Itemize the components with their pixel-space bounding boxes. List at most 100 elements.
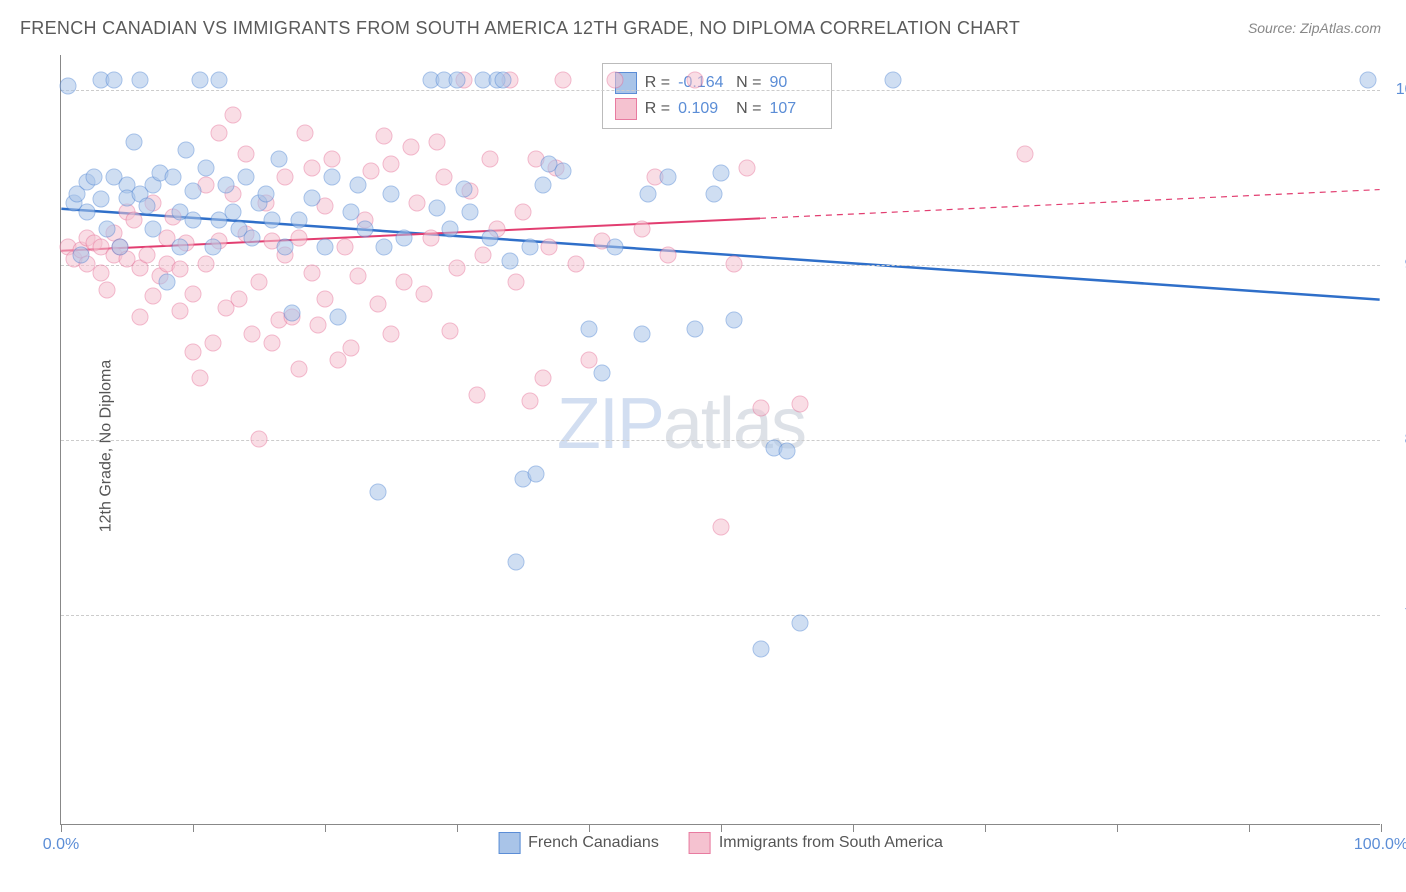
data-point: [72, 247, 89, 264]
data-point: [158, 273, 175, 290]
data-point: [310, 317, 327, 334]
plot-area: ZIPatlas R = -0.164 N = 90 R = 0.109 N =…: [60, 55, 1380, 825]
data-point: [145, 287, 162, 304]
swatch-series2-bottom: [689, 832, 711, 854]
data-point: [521, 238, 538, 255]
data-point: [198, 256, 215, 273]
data-point: [185, 182, 202, 199]
data-point: [132, 72, 149, 89]
data-point: [429, 200, 446, 217]
data-point: [660, 247, 677, 264]
data-point: [1359, 72, 1376, 89]
ytick-label: 100.0%: [1390, 81, 1406, 99]
data-point: [607, 238, 624, 255]
legend-item-2: Immigrants from South America: [689, 832, 943, 854]
data-point: [290, 212, 307, 229]
data-point: [350, 177, 367, 194]
data-point: [145, 221, 162, 238]
data-point: [264, 334, 281, 351]
ytick-label: 90.0%: [1390, 256, 1406, 274]
data-point: [792, 614, 809, 631]
legend-row-series1: R = -0.164 N = 90: [615, 70, 820, 96]
data-point: [244, 326, 261, 343]
xtick-label: 0.0%: [43, 836, 79, 854]
data-point: [541, 238, 558, 255]
data-point: [442, 322, 459, 339]
chart-title: FRENCH CANADIAN VS IMMIGRANTS FROM SOUTH…: [20, 18, 1020, 39]
gridline: [61, 615, 1380, 616]
data-point: [237, 168, 254, 185]
data-point: [231, 291, 248, 308]
data-point: [607, 72, 624, 89]
data-point: [383, 326, 400, 343]
xtick: [325, 824, 326, 832]
xtick: [193, 824, 194, 832]
data-point: [204, 334, 221, 351]
xtick: [1249, 824, 1250, 832]
data-point: [435, 168, 452, 185]
data-point: [138, 247, 155, 264]
data-point: [125, 212, 142, 229]
data-point: [211, 72, 228, 89]
data-point: [138, 198, 155, 215]
data-point: [594, 364, 611, 381]
data-point: [165, 168, 182, 185]
xtick: [457, 824, 458, 832]
data-point: [660, 168, 677, 185]
data-point: [501, 252, 518, 269]
data-point: [343, 340, 360, 357]
data-point: [251, 431, 268, 448]
data-point: [330, 308, 347, 325]
data-point: [726, 256, 743, 273]
data-point: [792, 396, 809, 413]
data-point: [171, 238, 188, 255]
correlation-chart: FRENCH CANADIAN VS IMMIGRANTS FROM SOUTH…: [0, 0, 1406, 892]
data-point: [508, 273, 525, 290]
data-point: [317, 291, 334, 308]
data-point: [257, 186, 274, 203]
data-point: [369, 483, 386, 500]
xtick: [721, 824, 722, 832]
data-point: [297, 124, 314, 141]
data-point: [884, 72, 901, 89]
data-point: [475, 247, 492, 264]
data-point: [317, 238, 334, 255]
data-point: [554, 72, 571, 89]
data-point: [752, 399, 769, 416]
data-point: [726, 312, 743, 329]
watermark-bold: ZIP: [557, 384, 663, 464]
data-point: [468, 387, 485, 404]
data-point: [449, 259, 466, 276]
xtick: [1381, 824, 1382, 832]
data-point: [277, 168, 294, 185]
data-point: [244, 229, 261, 246]
data-point: [396, 229, 413, 246]
data-point: [303, 264, 320, 281]
data-point: [567, 256, 584, 273]
data-point: [284, 305, 301, 322]
data-point: [376, 128, 393, 145]
data-point: [290, 361, 307, 378]
data-point: [92, 191, 109, 208]
data-point: [581, 320, 598, 337]
data-point: [330, 352, 347, 369]
data-point: [191, 72, 208, 89]
data-point: [251, 273, 268, 290]
data-point: [429, 133, 446, 150]
data-point: [706, 186, 723, 203]
n-value-2: 107: [769, 100, 819, 118]
r-value-2: 0.109: [678, 100, 728, 118]
data-point: [633, 326, 650, 343]
data-point: [396, 273, 413, 290]
data-point: [178, 142, 195, 159]
data-point: [779, 443, 796, 460]
source-attribution: Source: ZipAtlas.com: [1248, 20, 1381, 36]
data-point: [482, 229, 499, 246]
data-point: [237, 145, 254, 162]
data-point: [125, 133, 142, 150]
data-point: [86, 168, 103, 185]
data-point: [303, 189, 320, 206]
data-point: [204, 238, 221, 255]
xtick: [1117, 824, 1118, 832]
series1-name: French Canadians: [528, 834, 659, 852]
